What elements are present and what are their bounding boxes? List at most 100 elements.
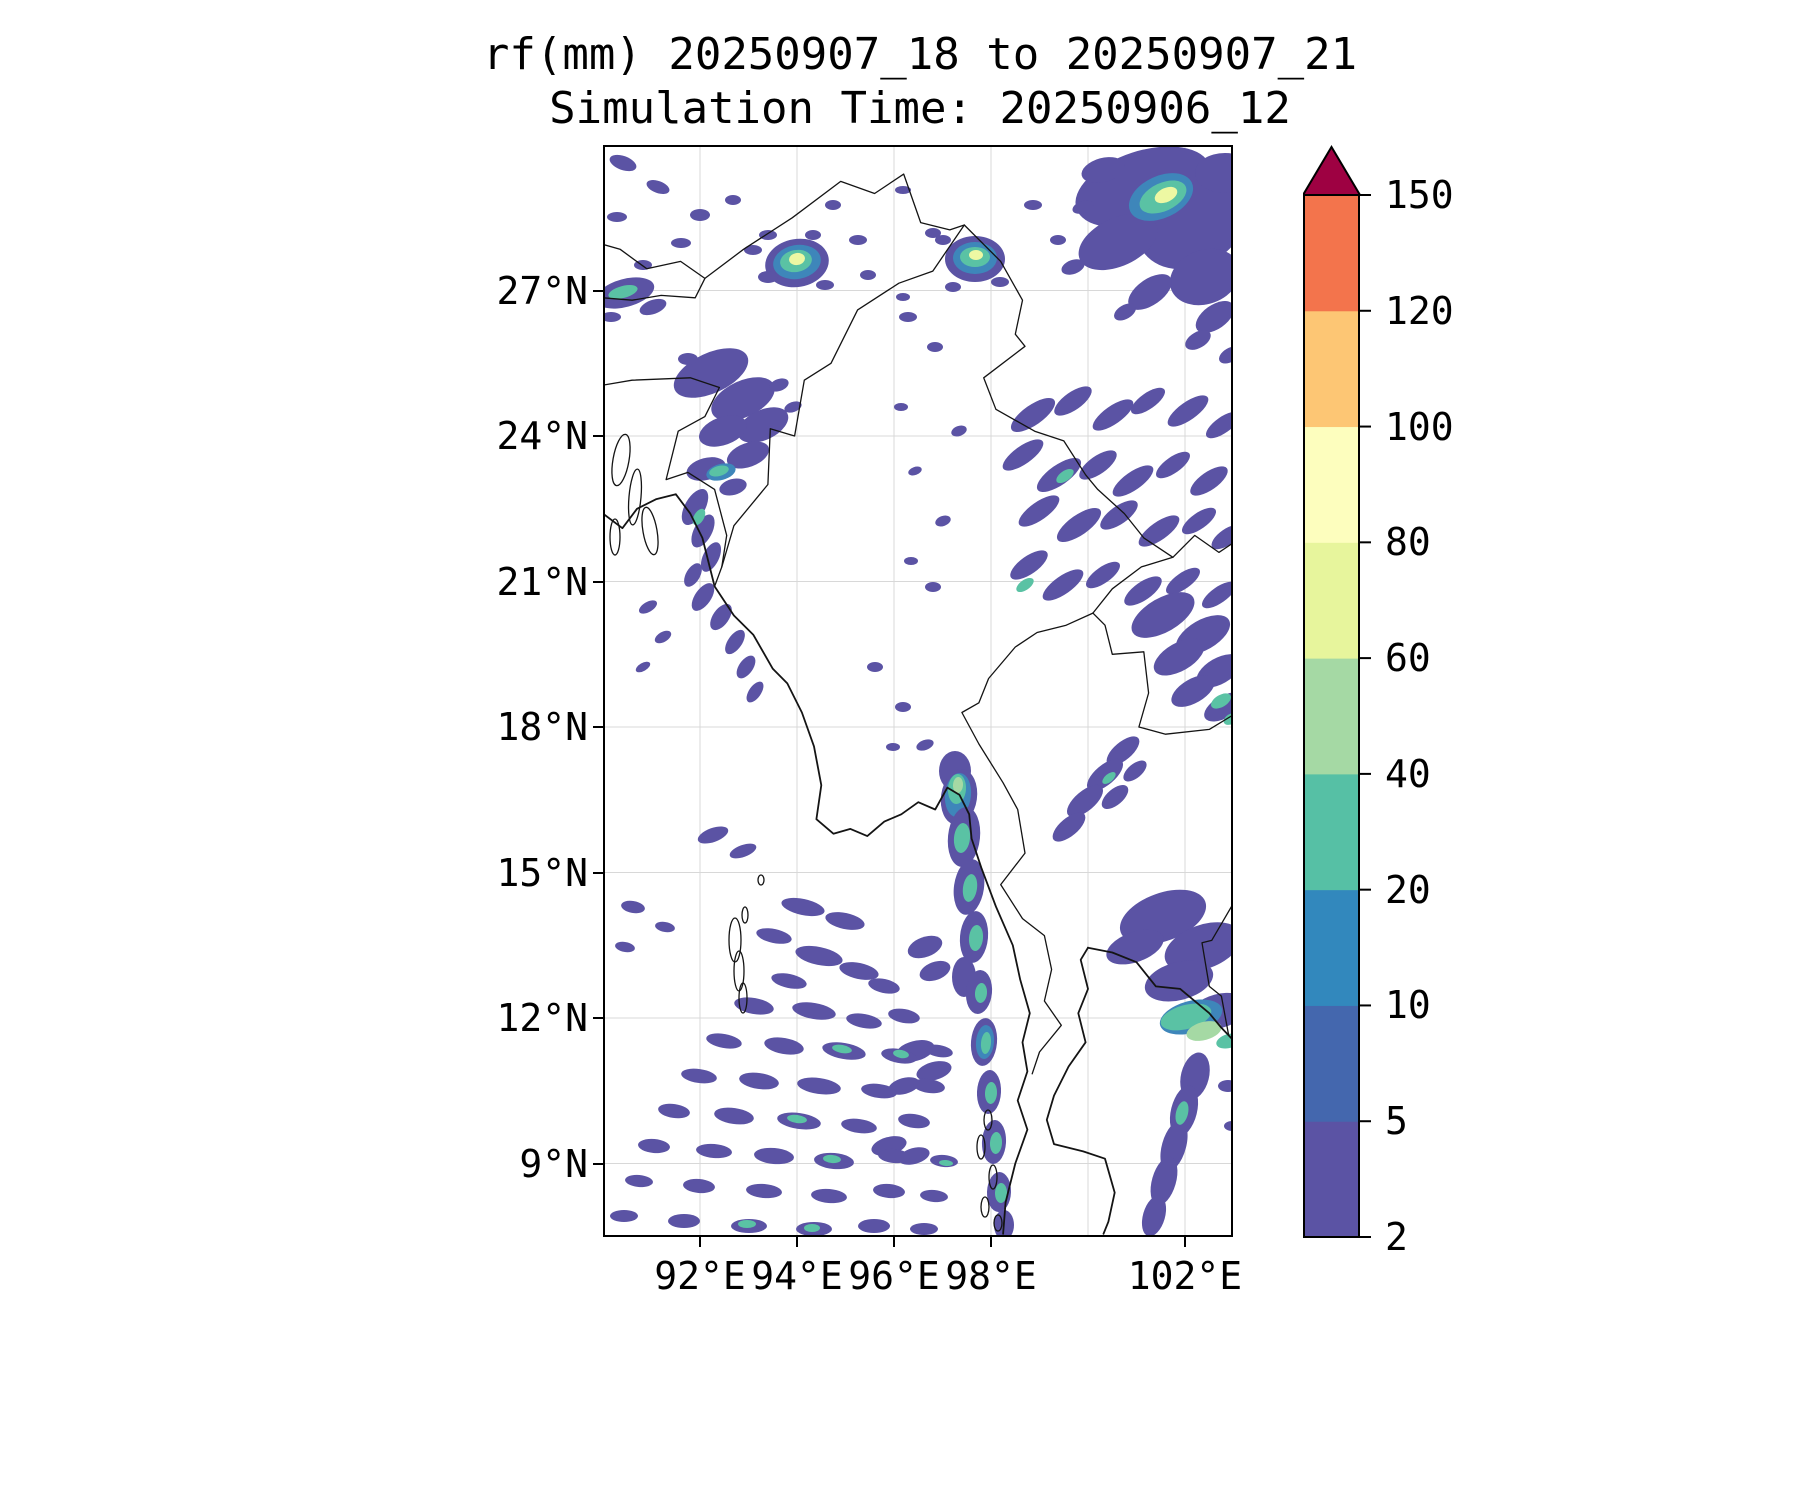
plot-title-line1: rf(mm) 20250907_18 to 20250907_21 <box>482 29 1358 80</box>
rain-cell <box>754 1147 794 1165</box>
rain-cell <box>746 681 764 703</box>
coastline-layer <box>602 173 1234 1235</box>
rain-cell <box>984 1082 998 1104</box>
colorbar <box>1303 145 1371 1238</box>
rain-cell <box>1078 213 1158 271</box>
island-mergui <box>983 1109 993 1131</box>
rain-cell <box>1144 960 1214 1002</box>
island-preparis <box>757 874 765 886</box>
x-tick-mark <box>796 1237 798 1247</box>
rain-cell <box>710 603 732 631</box>
rain-cell <box>1171 675 1215 707</box>
rain-cell <box>1061 259 1085 275</box>
rain-cell <box>935 235 951 245</box>
rain-cell <box>615 941 635 953</box>
coastline-gulf-of-thailand-west <box>1045 946 1116 1235</box>
rain-cell <box>621 900 645 914</box>
rain-cell <box>952 777 964 793</box>
rain-cell <box>699 415 747 447</box>
rain-cell <box>962 874 978 902</box>
rain-cell <box>919 960 951 982</box>
rain-cell <box>832 1044 852 1054</box>
rain-cell <box>825 912 865 930</box>
island-delta <box>627 468 643 526</box>
colorbar-tick-label: 5 <box>1385 1099 1408 1144</box>
colorbar-tick-label: 80 <box>1385 520 1431 565</box>
rain-cell <box>1102 772 1116 784</box>
border-myanmar-laos <box>1092 556 1174 614</box>
rain-cell <box>860 270 876 280</box>
rain-cell <box>1186 1021 1222 1041</box>
rain-cell <box>945 282 961 292</box>
rain-cell <box>867 662 883 672</box>
x-tick-label: 102°E <box>1127 1254 1243 1298</box>
coastline-bay-of-bengal <box>602 493 1031 1235</box>
colorbar-tick-label: 2 <box>1385 1215 1408 1259</box>
colorbar-segment <box>1303 195 1360 312</box>
border-india-myanmar <box>713 224 965 588</box>
rain-cell <box>841 1118 877 1134</box>
rain-cell <box>953 823 971 853</box>
rain-cell <box>894 403 908 411</box>
plot-title: rf(mm) 20250907_18 to 20250907_21 Simula… <box>450 28 1390 136</box>
rain-cell <box>711 377 775 421</box>
rain-cell <box>1054 386 1092 416</box>
rain-cell <box>610 1210 638 1222</box>
rain-cell <box>888 1077 920 1095</box>
border-myanmar-thailand <box>961 612 1094 1075</box>
rain-cell <box>1002 439 1044 471</box>
map-frame <box>603 145 1233 1237</box>
rain-cell <box>609 154 637 172</box>
rain-cell <box>655 921 675 933</box>
colorbar-outline <box>1303 194 1360 1238</box>
rain-cell <box>1010 397 1056 433</box>
rain-cell <box>681 488 709 526</box>
rain-cell <box>1205 411 1241 439</box>
y-tick-mark <box>593 435 603 437</box>
coastline-gulf-of-thailand-east <box>1087 946 1234 1041</box>
rain-cell <box>1175 1101 1189 1125</box>
x-tick-label: 98°E <box>945 1254 1037 1298</box>
rain-cell <box>858 1219 890 1233</box>
island-andaman <box>738 982 748 1014</box>
rain-cell <box>895 702 911 712</box>
rain-cell <box>734 997 774 1015</box>
y-tick-label: 12°N <box>496 996 588 1040</box>
rain-cell <box>625 1174 653 1188</box>
rain-cell <box>690 209 710 221</box>
colorbar-tick-label: 60 <box>1385 636 1431 681</box>
island-delta <box>609 518 621 556</box>
map-plot <box>595 145 1255 1240</box>
rain-cell <box>846 1013 882 1029</box>
rain-cell <box>681 1068 717 1084</box>
rain-cell <box>969 250 983 260</box>
y-tick-mark <box>593 289 603 292</box>
rain-cell <box>697 826 729 844</box>
y-tick-label: 27°N <box>496 268 588 313</box>
y-tick-mark <box>593 871 603 874</box>
rain-cell <box>635 661 651 673</box>
border-thailand-cambodia <box>1201 903 1234 1036</box>
colorbar-segment <box>1303 1121 1360 1238</box>
rain-cell <box>719 478 747 496</box>
y-tick-label: 18°N <box>496 705 588 749</box>
rain-cell <box>861 1083 897 1099</box>
rainfall-layer <box>595 146 1255 1240</box>
colorbar-segment <box>1303 310 1360 428</box>
rain-cell <box>974 983 988 1003</box>
island-andaman <box>728 917 742 963</box>
rain-cell <box>678 353 698 365</box>
rain-cell <box>684 563 702 587</box>
rain-cell <box>744 245 762 255</box>
rain-cell <box>771 973 807 989</box>
rain-cell <box>935 515 951 527</box>
rain-cell <box>769 378 789 392</box>
rain-cell <box>1056 468 1074 484</box>
rain-cell <box>910 1223 938 1235</box>
rain-cell <box>805 230 821 240</box>
colorbar-tick-label: 150 <box>1385 173 1454 217</box>
rain-cell <box>736 655 756 679</box>
rain-cell <box>671 238 691 248</box>
rain-cell <box>758 271 778 283</box>
rain-cell <box>804 1224 820 1232</box>
